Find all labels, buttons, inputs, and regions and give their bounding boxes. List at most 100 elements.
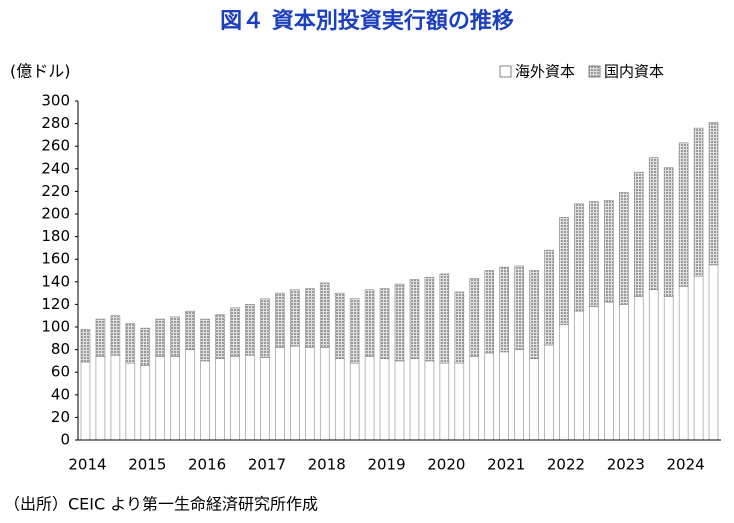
y-tick-label: 100 bbox=[41, 318, 70, 336]
bar-segment bbox=[559, 324, 569, 441]
bar-segment bbox=[349, 362, 360, 441]
bar-segment bbox=[589, 306, 599, 441]
bar-segment bbox=[304, 288, 315, 348]
bar-segment bbox=[230, 356, 240, 441]
x-tick-label: 2018 bbox=[308, 456, 346, 474]
bar-segment bbox=[648, 289, 659, 441]
bar-segment bbox=[304, 347, 315, 441]
bar-segment bbox=[140, 327, 151, 366]
bar-segment bbox=[409, 358, 420, 441]
legend-swatch bbox=[499, 65, 512, 78]
bar-segment bbox=[155, 318, 166, 357]
bar-segment bbox=[334, 292, 345, 359]
x-tick-label: 2016 bbox=[188, 456, 226, 474]
bar-segment bbox=[364, 356, 375, 441]
bar-segment bbox=[95, 356, 106, 441]
bar-segment bbox=[290, 289, 300, 347]
bar-segment bbox=[275, 292, 285, 348]
bar-segment bbox=[110, 315, 121, 356]
y-tick-label: 240 bbox=[41, 159, 70, 177]
bar-segment bbox=[275, 347, 285, 441]
bar-segment bbox=[693, 275, 704, 441]
bar-segment bbox=[559, 217, 569, 326]
bar-segment bbox=[469, 278, 480, 357]
bar-segment bbox=[245, 304, 255, 356]
y-tick-label: 0 bbox=[60, 431, 70, 449]
bar-segment bbox=[215, 314, 225, 359]
bar-segment bbox=[319, 347, 330, 441]
x-tick-label: 2015 bbox=[128, 456, 166, 474]
bar-segment bbox=[633, 296, 644, 441]
bar-segment bbox=[499, 266, 509, 353]
bar-segment bbox=[574, 203, 584, 312]
bar-segment bbox=[484, 270, 495, 354]
x-tick-label: 2022 bbox=[547, 456, 585, 474]
bar-segment bbox=[454, 291, 465, 364]
bar-segment bbox=[230, 307, 240, 357]
bar-segment bbox=[379, 288, 390, 359]
chart-title: 図４ 資本別投資実行額の推移 bbox=[220, 8, 514, 34]
y-tick-label: 40 bbox=[51, 385, 70, 403]
y-tick-label: 300 bbox=[41, 92, 70, 110]
bar-segment bbox=[693, 127, 704, 277]
y-tick-label: 260 bbox=[41, 137, 70, 155]
bar-segment bbox=[215, 358, 225, 441]
bar-segment bbox=[334, 358, 345, 441]
bar-segment bbox=[394, 360, 405, 441]
x-tick-label: 2023 bbox=[607, 456, 645, 474]
x-tick-label: 2014 bbox=[68, 456, 106, 474]
bar-segment bbox=[200, 318, 210, 362]
bar-segment bbox=[708, 122, 719, 266]
x-tick-label: 2017 bbox=[248, 456, 286, 474]
bar-segment bbox=[424, 360, 435, 441]
bar-segment bbox=[80, 361, 91, 441]
bar-segment bbox=[619, 192, 629, 305]
bar-segment bbox=[349, 298, 360, 364]
legend-swatch bbox=[588, 65, 601, 78]
bar-segment bbox=[708, 264, 719, 441]
y-tick-label: 120 bbox=[41, 295, 70, 313]
bar-segment bbox=[633, 171, 644, 297]
bar-segment bbox=[678, 142, 689, 287]
y-tick-label: 60 bbox=[51, 363, 70, 381]
bar-segment bbox=[110, 354, 121, 441]
bar-segment bbox=[619, 304, 629, 441]
bar-segment bbox=[185, 310, 195, 350]
bar-segment bbox=[409, 279, 420, 359]
bar-segment bbox=[170, 316, 180, 357]
bar-segment bbox=[529, 270, 539, 359]
bar-segment bbox=[663, 296, 674, 441]
y-tick-label: 280 bbox=[41, 114, 70, 132]
x-tick-label: 2021 bbox=[487, 456, 525, 474]
bar-segment bbox=[140, 365, 151, 441]
bar-segment bbox=[529, 358, 539, 441]
bar-segment bbox=[484, 352, 495, 441]
bar-segment bbox=[648, 157, 659, 291]
y-tick-label: 140 bbox=[41, 272, 70, 290]
bar-segment bbox=[364, 289, 375, 357]
legend-label: 海外資本 bbox=[515, 63, 575, 81]
bar-segment bbox=[604, 200, 614, 303]
bar-segment bbox=[574, 310, 584, 441]
bar-segment bbox=[544, 249, 554, 346]
bar-segment bbox=[514, 265, 524, 350]
x-tick-label: 2019 bbox=[367, 456, 405, 474]
bar-segment bbox=[260, 298, 270, 358]
bar-segment bbox=[499, 351, 509, 441]
bar-segment bbox=[424, 276, 435, 362]
bar-segment bbox=[260, 357, 270, 441]
legend-label: 国内資本 bbox=[604, 63, 664, 81]
bar-segment bbox=[544, 344, 554, 441]
bar-segment bbox=[80, 328, 91, 363]
y-tick-label: 160 bbox=[41, 250, 70, 268]
source-note: （出所）CEIC より第一生命経済研究所作成 bbox=[4, 495, 318, 514]
bar-segment bbox=[439, 273, 450, 364]
bar-segment bbox=[245, 354, 255, 441]
bar-segment bbox=[185, 349, 195, 441]
y-tick-label: 20 bbox=[51, 408, 70, 426]
x-tick-label: 2024 bbox=[667, 456, 705, 474]
y-tick-label: 200 bbox=[41, 205, 70, 223]
bar-segment bbox=[663, 167, 674, 297]
bar-segment bbox=[454, 362, 465, 441]
